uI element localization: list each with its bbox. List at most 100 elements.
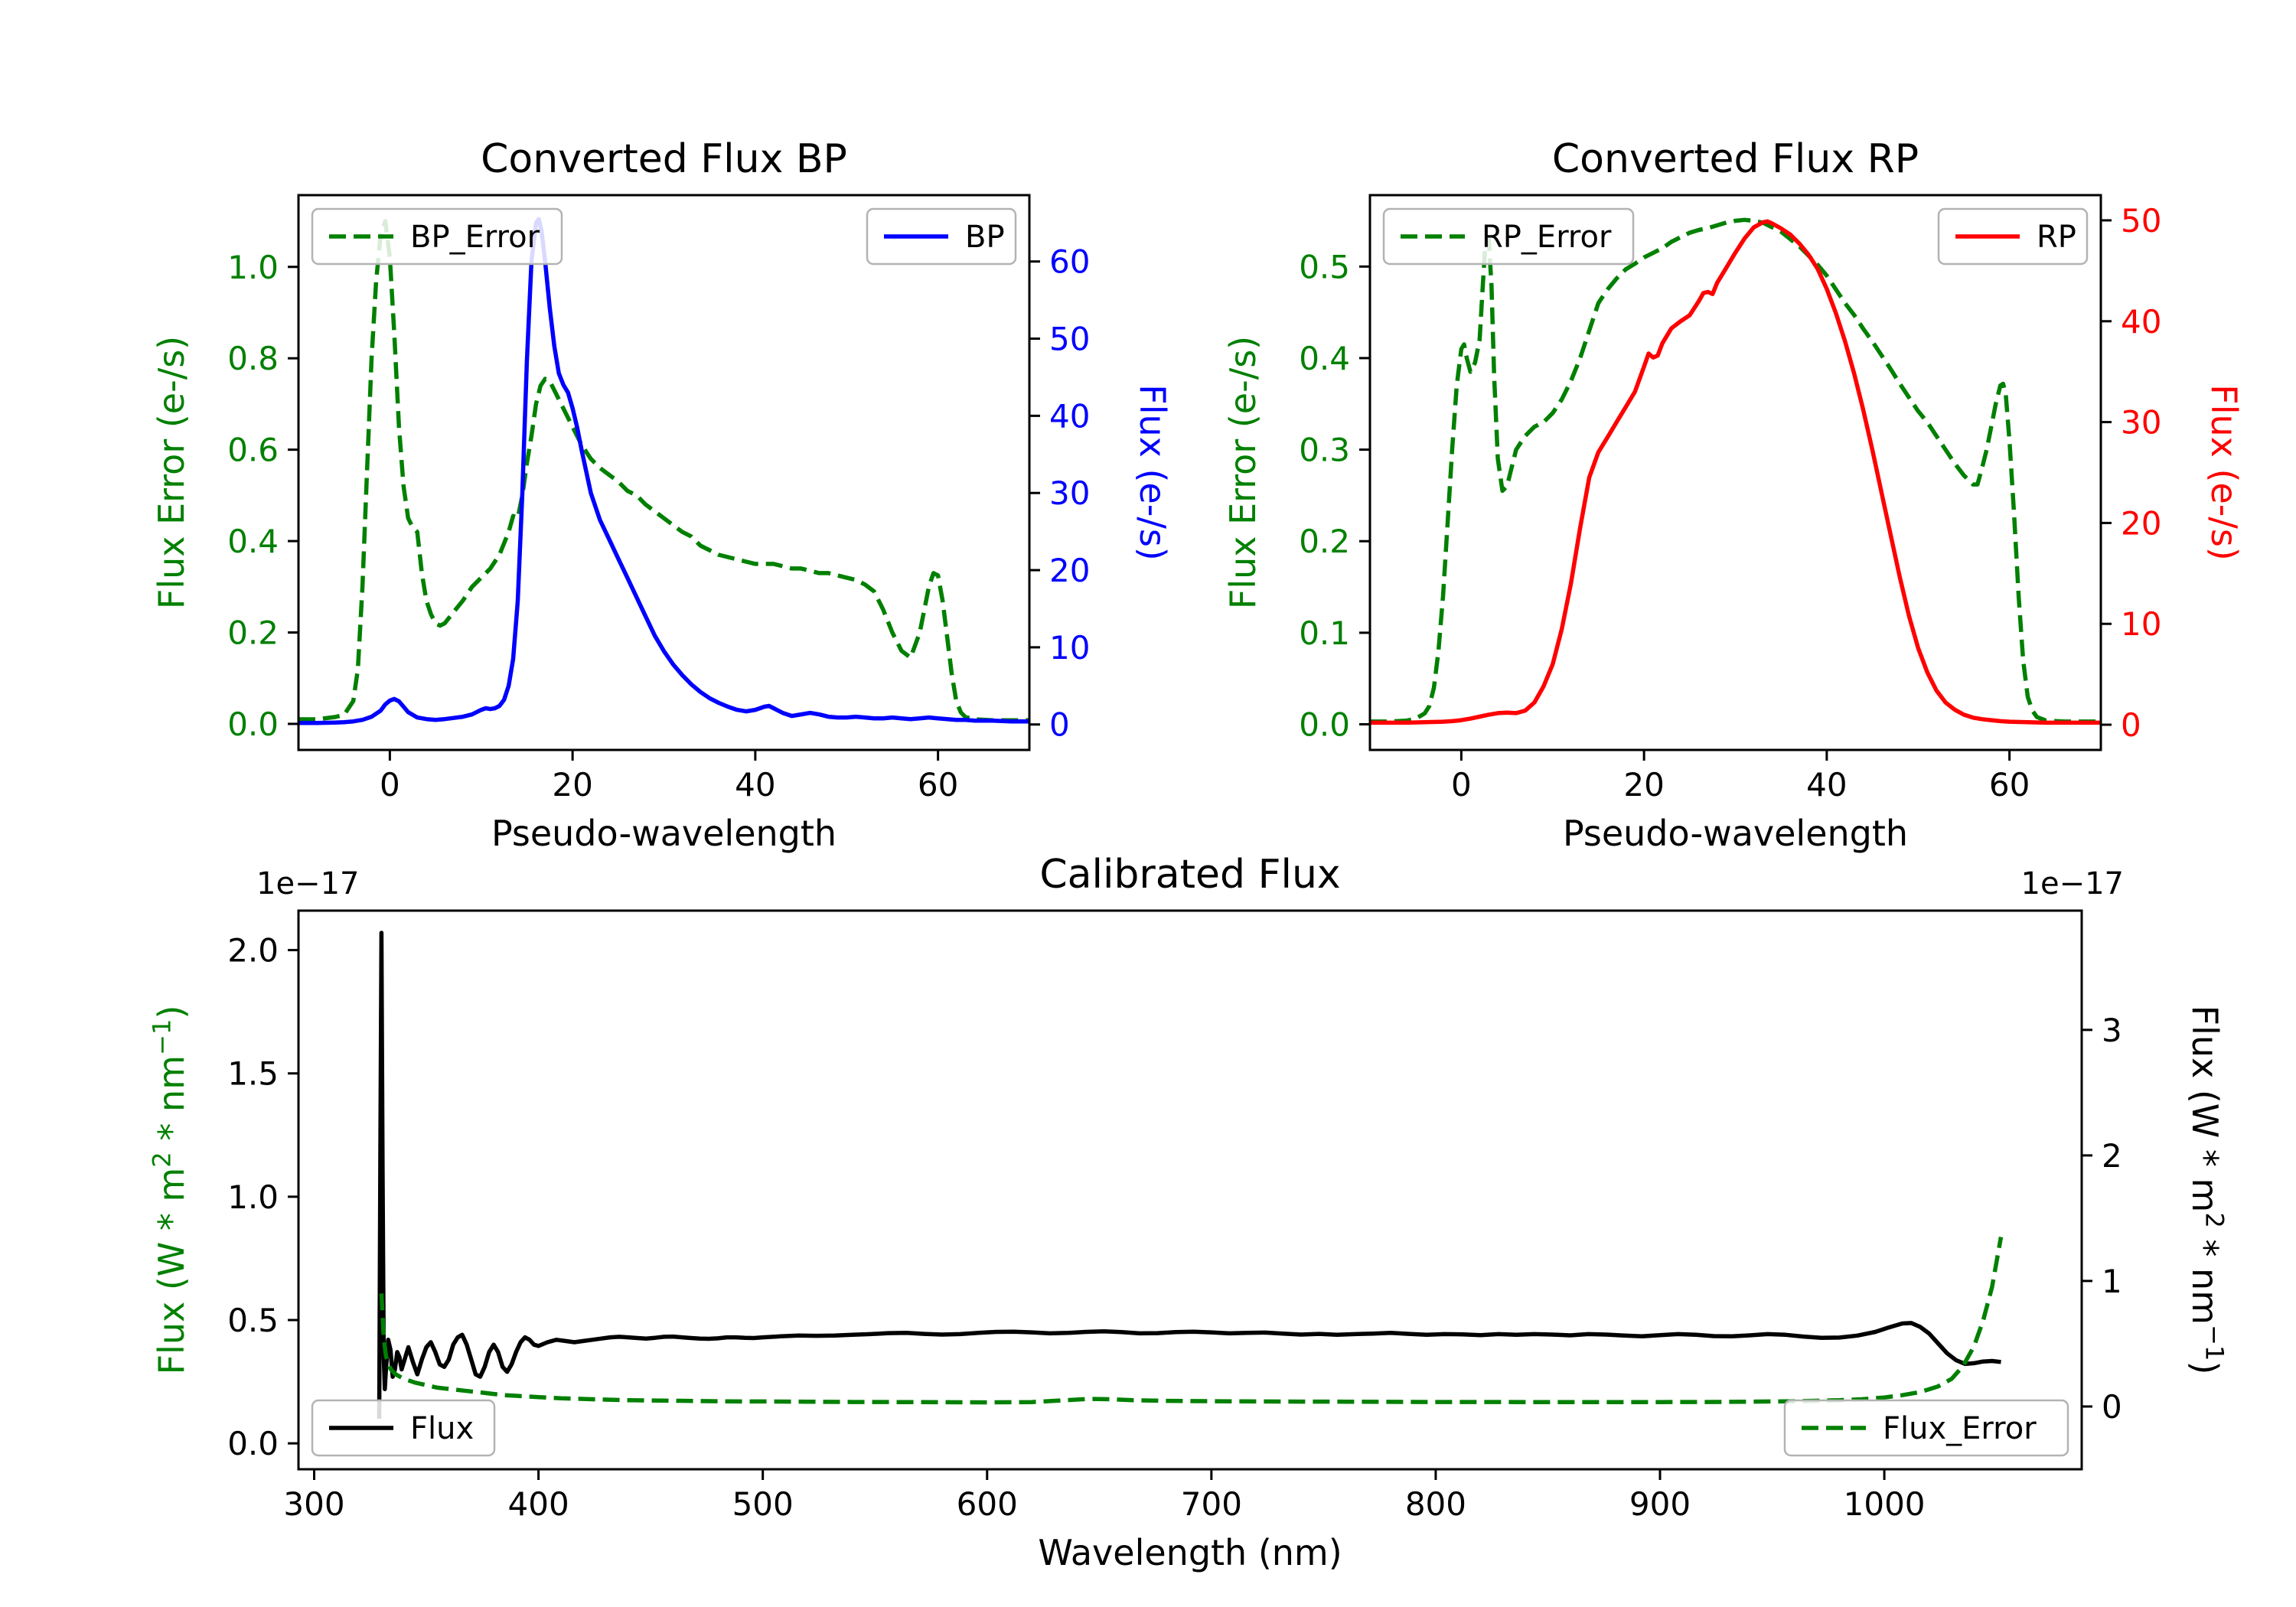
plot-background — [298, 195, 1029, 750]
y-tick-label: 0.2 — [227, 614, 279, 652]
legend-label: RP — [2037, 220, 2076, 255]
y-tick-label: 1.5 — [227, 1055, 279, 1093]
y-tick-label: 0.0 — [227, 706, 279, 743]
legend-frame — [311, 1399, 496, 1457]
axes-spines — [297, 909, 2083, 1471]
y-tick-label: 40 — [1049, 397, 1090, 435]
series-rp_error-line — [1370, 217, 2101, 724]
y-axis-right: 0 1 2 3 Flux (W * m2 * nm−1) — [2082, 1006, 2229, 1426]
y-tick-label: 40 — [2121, 303, 2161, 341]
x-tick-label: 300 — [283, 1485, 344, 1523]
series-group — [377, 931, 2004, 1419]
series-bp-line — [298, 217, 1029, 725]
y-axis-label-left: Flux (W * m2 * nm−1) — [148, 1006, 192, 1375]
y-tick-label: 30 — [1049, 474, 1090, 512]
series-rp-line — [1370, 219, 2101, 725]
x-axis: 300 400 500 600 700 800 900 1000 — [283, 1469, 1926, 1523]
x-tick-label: 400 — [508, 1485, 569, 1523]
plot-background — [298, 911, 2082, 1469]
legend-label: RP_Error — [1482, 220, 1612, 255]
y-tick-label: 10 — [2121, 605, 2161, 643]
legend-rp_error: RP_Error — [1382, 207, 1635, 266]
x-tick-label: 900 — [1629, 1485, 1691, 1523]
series-bp_error-line — [298, 219, 1029, 722]
y-tick-label: 0.4 — [1299, 340, 1350, 377]
y-axis-right: 0 10 20 30 40 50 Flux (e-/s) — [2101, 202, 2245, 744]
legend-flux_error: Flux_Error — [1783, 1399, 2069, 1457]
y-axis-label-left: Flux Error (e-/s) — [151, 336, 192, 609]
y-axis-label-left: Flux Error (e-/s) — [1222, 336, 1264, 609]
x-tick-label: 1000 — [1844, 1485, 1926, 1523]
series-group — [298, 217, 1029, 725]
legend-frame — [311, 207, 563, 266]
x-axis: 0 20 40 60 — [380, 750, 958, 804]
y-tick-label: 0.5 — [227, 1302, 279, 1339]
x-tick-label: 20 — [1623, 766, 1664, 804]
y-tick-label: 20 — [1049, 552, 1090, 589]
x-axis-label: Pseudo-wavelength — [491, 813, 837, 854]
y-tick-label: 50 — [2121, 202, 2161, 240]
x-tick-label: 600 — [957, 1485, 1018, 1523]
y-axis-label-right: Flux (e-/s) — [1132, 384, 1173, 561]
x-axis: 0 20 40 60 — [1451, 750, 2030, 804]
legend-label: BP_Error — [410, 220, 540, 255]
y-tick-label: 0.8 — [227, 340, 279, 377]
x-tick-label: 60 — [1989, 766, 2030, 804]
x-tick-label: 500 — [732, 1485, 794, 1523]
y-tick-label: 10 — [1049, 629, 1090, 667]
legend-label: Flux — [410, 1411, 474, 1446]
x-tick-label: 20 — [552, 766, 592, 804]
y-tick-label: 50 — [1049, 321, 1090, 358]
y-axis-left: 0.0 0.1 0.2 0.3 0.4 0.5 Flux Error (e-/s) — [1222, 248, 1370, 744]
y-axis-left: 0.0 0.2 0.4 0.6 0.8 1.0 Flux Error (e-/s) — [151, 249, 298, 743]
x-tick-label: 40 — [1806, 766, 1847, 804]
y-axis-label-right: Flux (e-/s) — [2203, 384, 2245, 561]
legend-label: BP — [965, 220, 1005, 255]
y-axis-label-right: Flux (W * m2 * nm−1) — [2184, 1006, 2229, 1375]
y-tick-label: 0.1 — [1299, 614, 1350, 652]
series-group — [1370, 217, 2101, 725]
legend-label: Flux_Error — [1883, 1411, 2037, 1446]
plot-background — [1370, 195, 2101, 750]
chart-title: Calibrated Flux — [1039, 852, 1340, 898]
y-tick-label: 0.4 — [227, 523, 279, 560]
chart-calibrated-flux: Calibrated Flux 300 400 500 600 700 800 900 1000… — [148, 852, 2229, 1573]
legend-frame — [1783, 1399, 2069, 1457]
y-tick-label: 0 — [1049, 706, 1070, 744]
y-tick-label: 0.2 — [1299, 523, 1350, 560]
y-tick-label: 1 — [2102, 1263, 2122, 1300]
series-flux-line — [377, 931, 2001, 1419]
legend-bp: BP — [866, 207, 1017, 266]
y-tick-label: 2.0 — [227, 932, 279, 970]
y-tick-label: 0 — [2102, 1388, 2122, 1426]
x-tick-label: 0 — [1451, 766, 1472, 804]
y-tick-label: 0 — [2121, 706, 2141, 744]
y-tick-label: 1.0 — [227, 1178, 279, 1216]
chart-title: Converted Flux RP — [1552, 136, 1919, 182]
left-axis-offset-text: 1e−17 — [256, 866, 359, 901]
chart-converted-flux-rp: Converted Flux RP 0 20 40 60 Pseudo-wavelengt… — [1222, 136, 2245, 854]
y-tick-label: 0.6 — [227, 432, 279, 469]
chart-title: Converted Flux BP — [481, 136, 847, 182]
y-tick-label: 3 — [2102, 1012, 2122, 1049]
legend-rp: RP — [1937, 207, 2089, 266]
y-tick-label: 0.3 — [1299, 432, 1350, 469]
legend-bp_error: BP_Error — [311, 207, 563, 266]
x-tick-label: 800 — [1405, 1485, 1466, 1523]
y-tick-label: 20 — [2121, 504, 2161, 542]
y-tick-label: 0.5 — [1299, 248, 1350, 285]
axes-spines — [297, 194, 1031, 751]
x-tick-label: 700 — [1181, 1485, 1242, 1523]
y-tick-label: 0.0 — [227, 1425, 279, 1462]
axes-spines — [1368, 194, 2102, 751]
y-tick-label: 1.0 — [227, 249, 279, 286]
y-axis-right: 0 10 20 30 40 50 60 Flux (e-/s) — [1029, 243, 1173, 744]
legend-frame — [1382, 207, 1635, 266]
x-axis-label: Wavelength (nm) — [1038, 1532, 1342, 1573]
x-axis-label: Pseudo-wavelength — [1563, 813, 1908, 854]
legend-flux: Flux — [311, 1399, 496, 1457]
x-tick-label: 60 — [918, 766, 958, 804]
right-axis-offset-text: 1e−17 — [2021, 866, 2124, 901]
